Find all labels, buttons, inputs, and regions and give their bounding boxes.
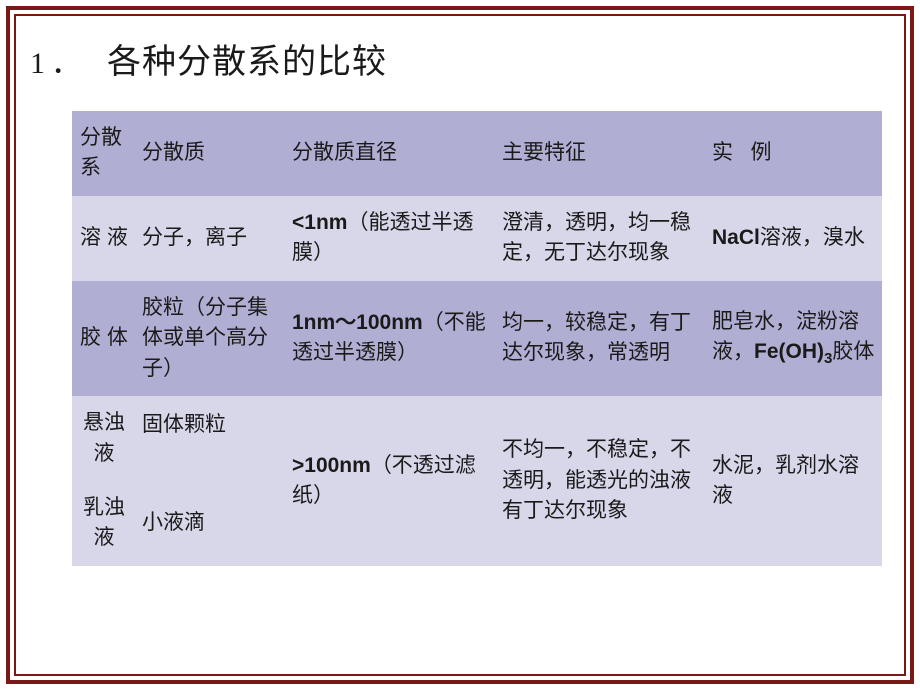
- diam-bold: 1nm～100nm: [292, 311, 423, 334]
- ex-bold: NaCl: [712, 226, 760, 249]
- table-row: 胶 体 胶粒（分子集体或单个高分子） 1nm～100nm（不能透过半透膜） 均一…: [72, 281, 882, 396]
- header-col5: 实 例: [704, 111, 882, 196]
- hdr-c5a: 实: [712, 141, 733, 164]
- cell-system: 悬浊液: [72, 396, 134, 481]
- slide-content: 1 ． 各种分散系的比较 分散 系 分散质 分散质直径 主要特征 实 例 溶 液: [14, 14, 906, 676]
- cell-diameter: <1nm（能透过半透膜）: [284, 196, 494, 281]
- table-row: 溶 液 分子，离子 <1nm（能透过半透膜） 澄清，透明，均一稳定，无丁达尔现象…: [72, 196, 882, 281]
- cell-feature: 均一，较稳定，有丁达尔现象，常透明: [494, 281, 704, 396]
- outer-frame: 1 ． 各种分散系的比较 分散 系 分散质 分散质直径 主要特征 实 例 溶 液: [6, 6, 914, 684]
- table-row: 悬浊液 固体颗粒 >100nm（不透过滤纸） 不均一，不稳定，不透明，能透光的浊…: [72, 396, 882, 481]
- cell-system: 胶 体: [72, 281, 134, 396]
- table-header-row: 分散 系 分散质 分散质直径 主要特征 实 例: [72, 111, 882, 196]
- cell-example: 肥皂水，淀粉溶液，Fe(OH)3胶体: [704, 281, 882, 396]
- cell-diameter: 1nm～100nm（不能透过半透膜）: [284, 281, 494, 396]
- sys-b: 乳浊液: [81, 493, 127, 554]
- title-number: 1: [30, 47, 45, 81]
- cell-feature: 澄清，透明，均一稳定，无丁达尔现象: [494, 196, 704, 281]
- sys-a: 悬浊液: [81, 408, 127, 469]
- hdr-c1b: 系: [80, 156, 101, 179]
- header-col1: 分散 系: [72, 111, 134, 196]
- header-col2: 分散质: [134, 111, 284, 196]
- hdr-c1a: 分散: [80, 126, 122, 149]
- title-text: 各种分散系的比较: [107, 34, 387, 83]
- ex-bold: Fe(OH): [754, 340, 824, 363]
- cell-diameter: >100nm（不透过滤纸）: [284, 396, 494, 566]
- ex-rest: 胶体: [832, 340, 874, 363]
- cell-dispersoid: 胶粒（分子集体或单个高分子）: [134, 281, 284, 396]
- header-col3: 分散质直径: [284, 111, 494, 196]
- cell-dispersoid: 小液滴: [134, 481, 284, 566]
- comparison-table: 分散 系 分散质 分散质直径 主要特征 实 例 溶 液 分子，离子 <1nm（能…: [72, 111, 882, 566]
- slide-title: 1 ． 各种分散系的比较: [24, 34, 880, 83]
- hdr-c5b: 例: [751, 141, 772, 164]
- cell-dispersoid: 固体颗粒: [134, 396, 284, 481]
- cell-system: 乳浊液: [72, 481, 134, 566]
- cell-example: 水泥，乳剂水溶液: [704, 396, 882, 566]
- diam-bold: <1nm: [292, 211, 347, 234]
- cell-system: 溶 液: [72, 196, 134, 281]
- cell-dispersoid: 分子，离子: [134, 196, 284, 281]
- cell-feature: 不均一，不稳定，不透明，能透光的浊液有丁达尔现象: [494, 396, 704, 566]
- title-dot: ．: [51, 38, 81, 82]
- header-col4: 主要特征: [494, 111, 704, 196]
- ex-rest: 溶液，溴水: [760, 226, 865, 249]
- diam-bold: >100nm: [292, 454, 371, 477]
- cell-example: NaCl溶液，溴水: [704, 196, 882, 281]
